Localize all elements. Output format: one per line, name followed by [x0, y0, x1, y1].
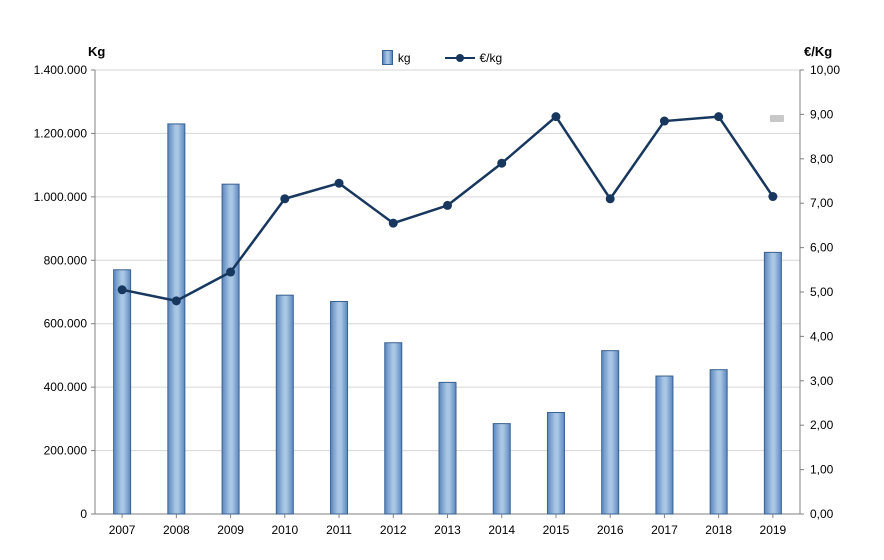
- x-axis-label-2013: 2013: [434, 523, 461, 537]
- bar-2009: [221, 183, 240, 515]
- bar-2019: [763, 251, 782, 515]
- right-axis-label: 10,00: [810, 63, 840, 77]
- stray-artifact: [770, 115, 784, 122]
- right-axis-label: 5,00: [810, 285, 834, 299]
- bar-2014: [492, 423, 511, 515]
- left-axis-label: 600.000: [44, 317, 88, 331]
- line-point-2007: [117, 285, 127, 295]
- x-axis-label-2012: 2012: [380, 523, 407, 537]
- bar-2008: [167, 123, 186, 515]
- x-axis-label-2016: 2016: [597, 523, 624, 537]
- line-point-2019: [768, 192, 778, 202]
- left-axis-label: 400.000: [44, 380, 88, 394]
- chart-legend: kg €/kg: [0, 50, 884, 65]
- left-axis-label: 800.000: [44, 253, 88, 267]
- bar-2013: [438, 381, 457, 515]
- x-axis-label-2014: 2014: [488, 523, 515, 537]
- right-axis-label: 0,00: [810, 507, 834, 521]
- left-axis-label: 1.200.000: [34, 126, 88, 140]
- x-axis-label-2010: 2010: [271, 523, 298, 537]
- line-point-2018: [714, 112, 724, 122]
- line-point-2014: [497, 158, 507, 168]
- legend-label-kg: kg: [397, 50, 411, 65]
- x-axis-label-2007: 2007: [109, 523, 136, 537]
- legend-item-eur-per-kg: €/kg: [444, 50, 503, 65]
- x-axis-label-2017: 2017: [651, 523, 678, 537]
- bar-2016: [601, 350, 620, 515]
- left-axis-label: 1.400.000: [34, 63, 88, 77]
- line-point-2015: [551, 112, 561, 122]
- right-axis-label: 6,00: [810, 241, 834, 255]
- x-axis-label-2019: 2019: [760, 523, 787, 537]
- bar-2010: [275, 294, 294, 515]
- left-axis-label: 0: [80, 507, 87, 521]
- legend-label-eur-per-kg: €/kg: [479, 50, 503, 65]
- line-point-2011: [334, 178, 344, 188]
- bar-series-icon: [381, 50, 393, 65]
- right-axis-label: 3,00: [810, 374, 834, 388]
- bar-2017: [655, 375, 674, 515]
- left-axis-label: 1.000.000: [34, 190, 88, 204]
- line-point-2008: [171, 296, 181, 306]
- right-axis-label: 7,00: [810, 196, 834, 210]
- right-axis-label: 8,00: [810, 152, 834, 166]
- right-axis-label: 1,00: [810, 463, 834, 477]
- line-point-2010: [280, 194, 290, 204]
- line-point-2016: [605, 194, 615, 204]
- line-point-2009: [226, 267, 236, 277]
- right-axis-label: 2,00: [810, 418, 834, 432]
- line-point-2012: [388, 218, 398, 228]
- line-series-icon: [444, 53, 475, 63]
- bar-2011: [330, 301, 349, 515]
- bar-2015: [546, 412, 565, 515]
- x-axis-label-2009: 2009: [217, 523, 244, 537]
- bar-2012: [384, 342, 403, 515]
- x-axis-label-2011: 2011: [326, 523, 352, 537]
- left-axis-label: 200.000: [44, 444, 88, 458]
- x-axis-label-2008: 2008: [163, 523, 190, 537]
- x-axis-label-2018: 2018: [705, 523, 732, 537]
- right-axis-title: €/Kg: [804, 44, 833, 59]
- left-axis-title: Kg: [88, 44, 106, 59]
- bar-2018: [709, 369, 728, 515]
- line-point-2017: [659, 116, 669, 126]
- right-axis-label: 9,00: [810, 107, 834, 121]
- legend-item-kg: kg: [381, 50, 411, 65]
- x-axis-label-2015: 2015: [543, 523, 570, 537]
- line-point-2013: [443, 200, 452, 210]
- bar-2007: [113, 269, 132, 515]
- right-axis-label: 4,00: [810, 329, 834, 343]
